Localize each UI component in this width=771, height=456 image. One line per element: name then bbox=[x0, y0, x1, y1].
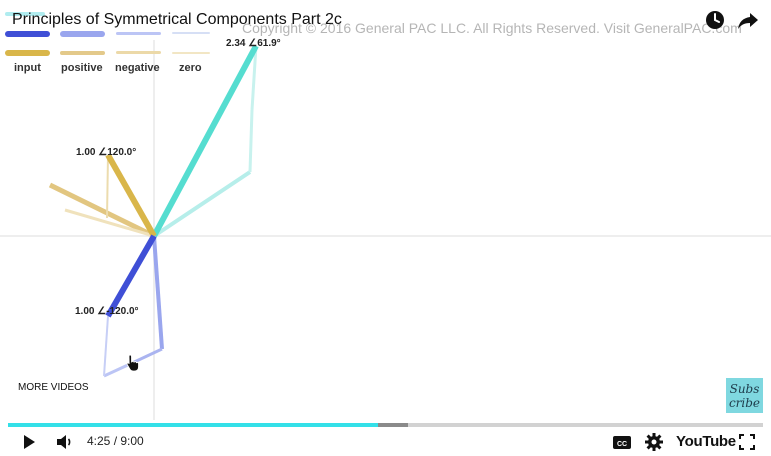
negative-segment-a bbox=[103, 362, 131, 378]
positive-segment-a bbox=[152, 235, 164, 350]
resultant-segment-a bbox=[152, 170, 252, 238]
phasor-label-lower: 1.00 ∠-120.0° bbox=[75, 306, 139, 317]
video-title[interactable]: Principles of Symmetrical Components Par… bbox=[12, 11, 342, 28]
title-accent-bar bbox=[5, 12, 45, 16]
legend-label-negative: negative bbox=[115, 62, 160, 74]
positive-phasor-main bbox=[105, 234, 157, 318]
resultant-segment-c bbox=[250, 45, 258, 111]
legend-bar-input-zero bbox=[172, 52, 210, 54]
legend-bar-positive-dark bbox=[5, 31, 50, 37]
legend-bar-zero bbox=[172, 32, 210, 34]
share-icon[interactable] bbox=[737, 9, 759, 31]
play-icon[interactable] bbox=[20, 431, 38, 453]
input-phasor-a bbox=[48, 182, 156, 239]
subscribe-button[interactable]: Subs cribe bbox=[726, 378, 763, 413]
resultant-phasor bbox=[151, 44, 259, 238]
input-phasor-b bbox=[64, 208, 155, 238]
phasor-label-resultant: 2.34 ∠61.9° bbox=[226, 38, 281, 49]
input-phasor-main bbox=[105, 153, 157, 238]
hand-cursor-icon bbox=[126, 354, 139, 372]
legend-label-zero: zero bbox=[179, 62, 202, 74]
phasor-label-upper: 1.00 ∠120.0° bbox=[76, 147, 137, 158]
clock-icon[interactable] bbox=[704, 9, 726, 31]
time-display: 4:25 / 9:00 bbox=[87, 434, 144, 448]
subscribe-label: Subs cribe bbox=[728, 382, 761, 410]
volume-icon[interactable] bbox=[55, 431, 75, 453]
legend-label-positive: positive bbox=[61, 62, 103, 74]
legend-bar-input-positive bbox=[60, 51, 105, 55]
legend-bar-positive-light bbox=[60, 31, 105, 37]
negative-segment-b bbox=[103, 315, 109, 377]
copyright-watermark: Copyright © 2016 General PAC LLC. All Ri… bbox=[242, 20, 742, 36]
fullscreen-icon[interactable] bbox=[738, 431, 756, 453]
more-videos-link[interactable]: MORE VIDEOS bbox=[18, 382, 89, 393]
progress-bar[interactable] bbox=[8, 423, 763, 427]
legend-bar-negative bbox=[116, 32, 161, 35]
legend-bar-input-negative bbox=[116, 51, 161, 54]
resultant-segment-b bbox=[248, 109, 254, 173]
cc-icon[interactable]: CC bbox=[612, 431, 632, 453]
legend-label-input: input bbox=[14, 62, 41, 74]
played-progress bbox=[8, 423, 378, 427]
legend-bar-input bbox=[5, 50, 50, 56]
gear-icon[interactable] bbox=[644, 431, 664, 453]
input-phasor-c bbox=[106, 154, 109, 219]
svg-text:CC: CC bbox=[617, 441, 627, 448]
youtube-logo[interactable]: YouTube bbox=[676, 433, 736, 450]
